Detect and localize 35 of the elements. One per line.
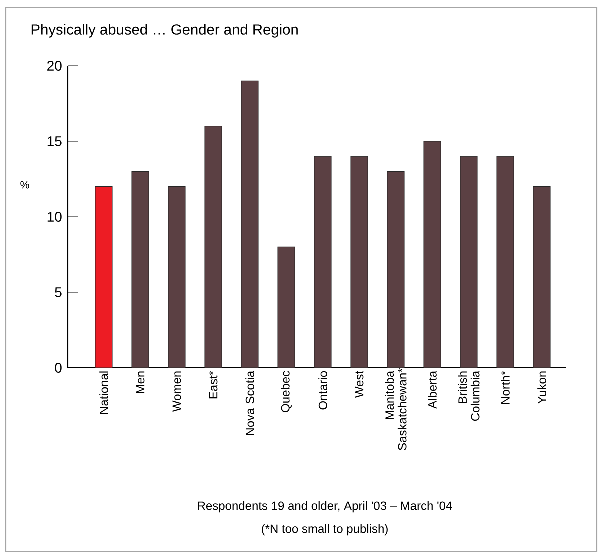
y-tick-label: 20 [48,61,62,71]
x-tick-label: West [355,371,364,398]
x-tick-label: Manitoba Saskatchewan* [385,368,407,450]
x-tick-label: Men [136,372,145,394]
bar [241,80,259,368]
y-tick-label: 5 [55,288,62,298]
bar [350,156,368,368]
x-tick-label: Yukon [538,372,546,404]
bar [387,171,405,368]
text: Respondents 19 and older, April '03 – March '04 [198,501,452,513]
x-tick-label: Women [172,372,182,412]
y-tick-label: 15 [48,136,62,146]
y-tick-label: 0 [55,363,62,373]
x-tick-label: Quebec [281,371,292,412]
bar [132,171,150,368]
y-axis-title: % [20,181,30,189]
y-tick-label: 10 [48,212,62,222]
bar [95,186,113,368]
chart-title: Physically abused … Gender and Region [32,24,298,38]
x-tick-label: National [100,372,108,414]
bar [496,156,514,368]
bar [460,156,478,368]
bar [278,246,296,368]
bar [314,156,332,368]
bar [204,126,222,368]
x-tick-label: Nova Scotia [246,370,254,436]
x-tick-label: Alberta [428,370,437,409]
x-tick-label: North* [501,371,510,404]
bar [533,186,551,368]
x-tick-label: British Columbia [458,370,480,422]
bar [424,141,442,368]
text: (*N too small to publish) [262,524,388,536]
x-tick-label: Ontario [318,371,328,410]
x-tick-label: East* [209,371,218,399]
bar [168,186,186,368]
